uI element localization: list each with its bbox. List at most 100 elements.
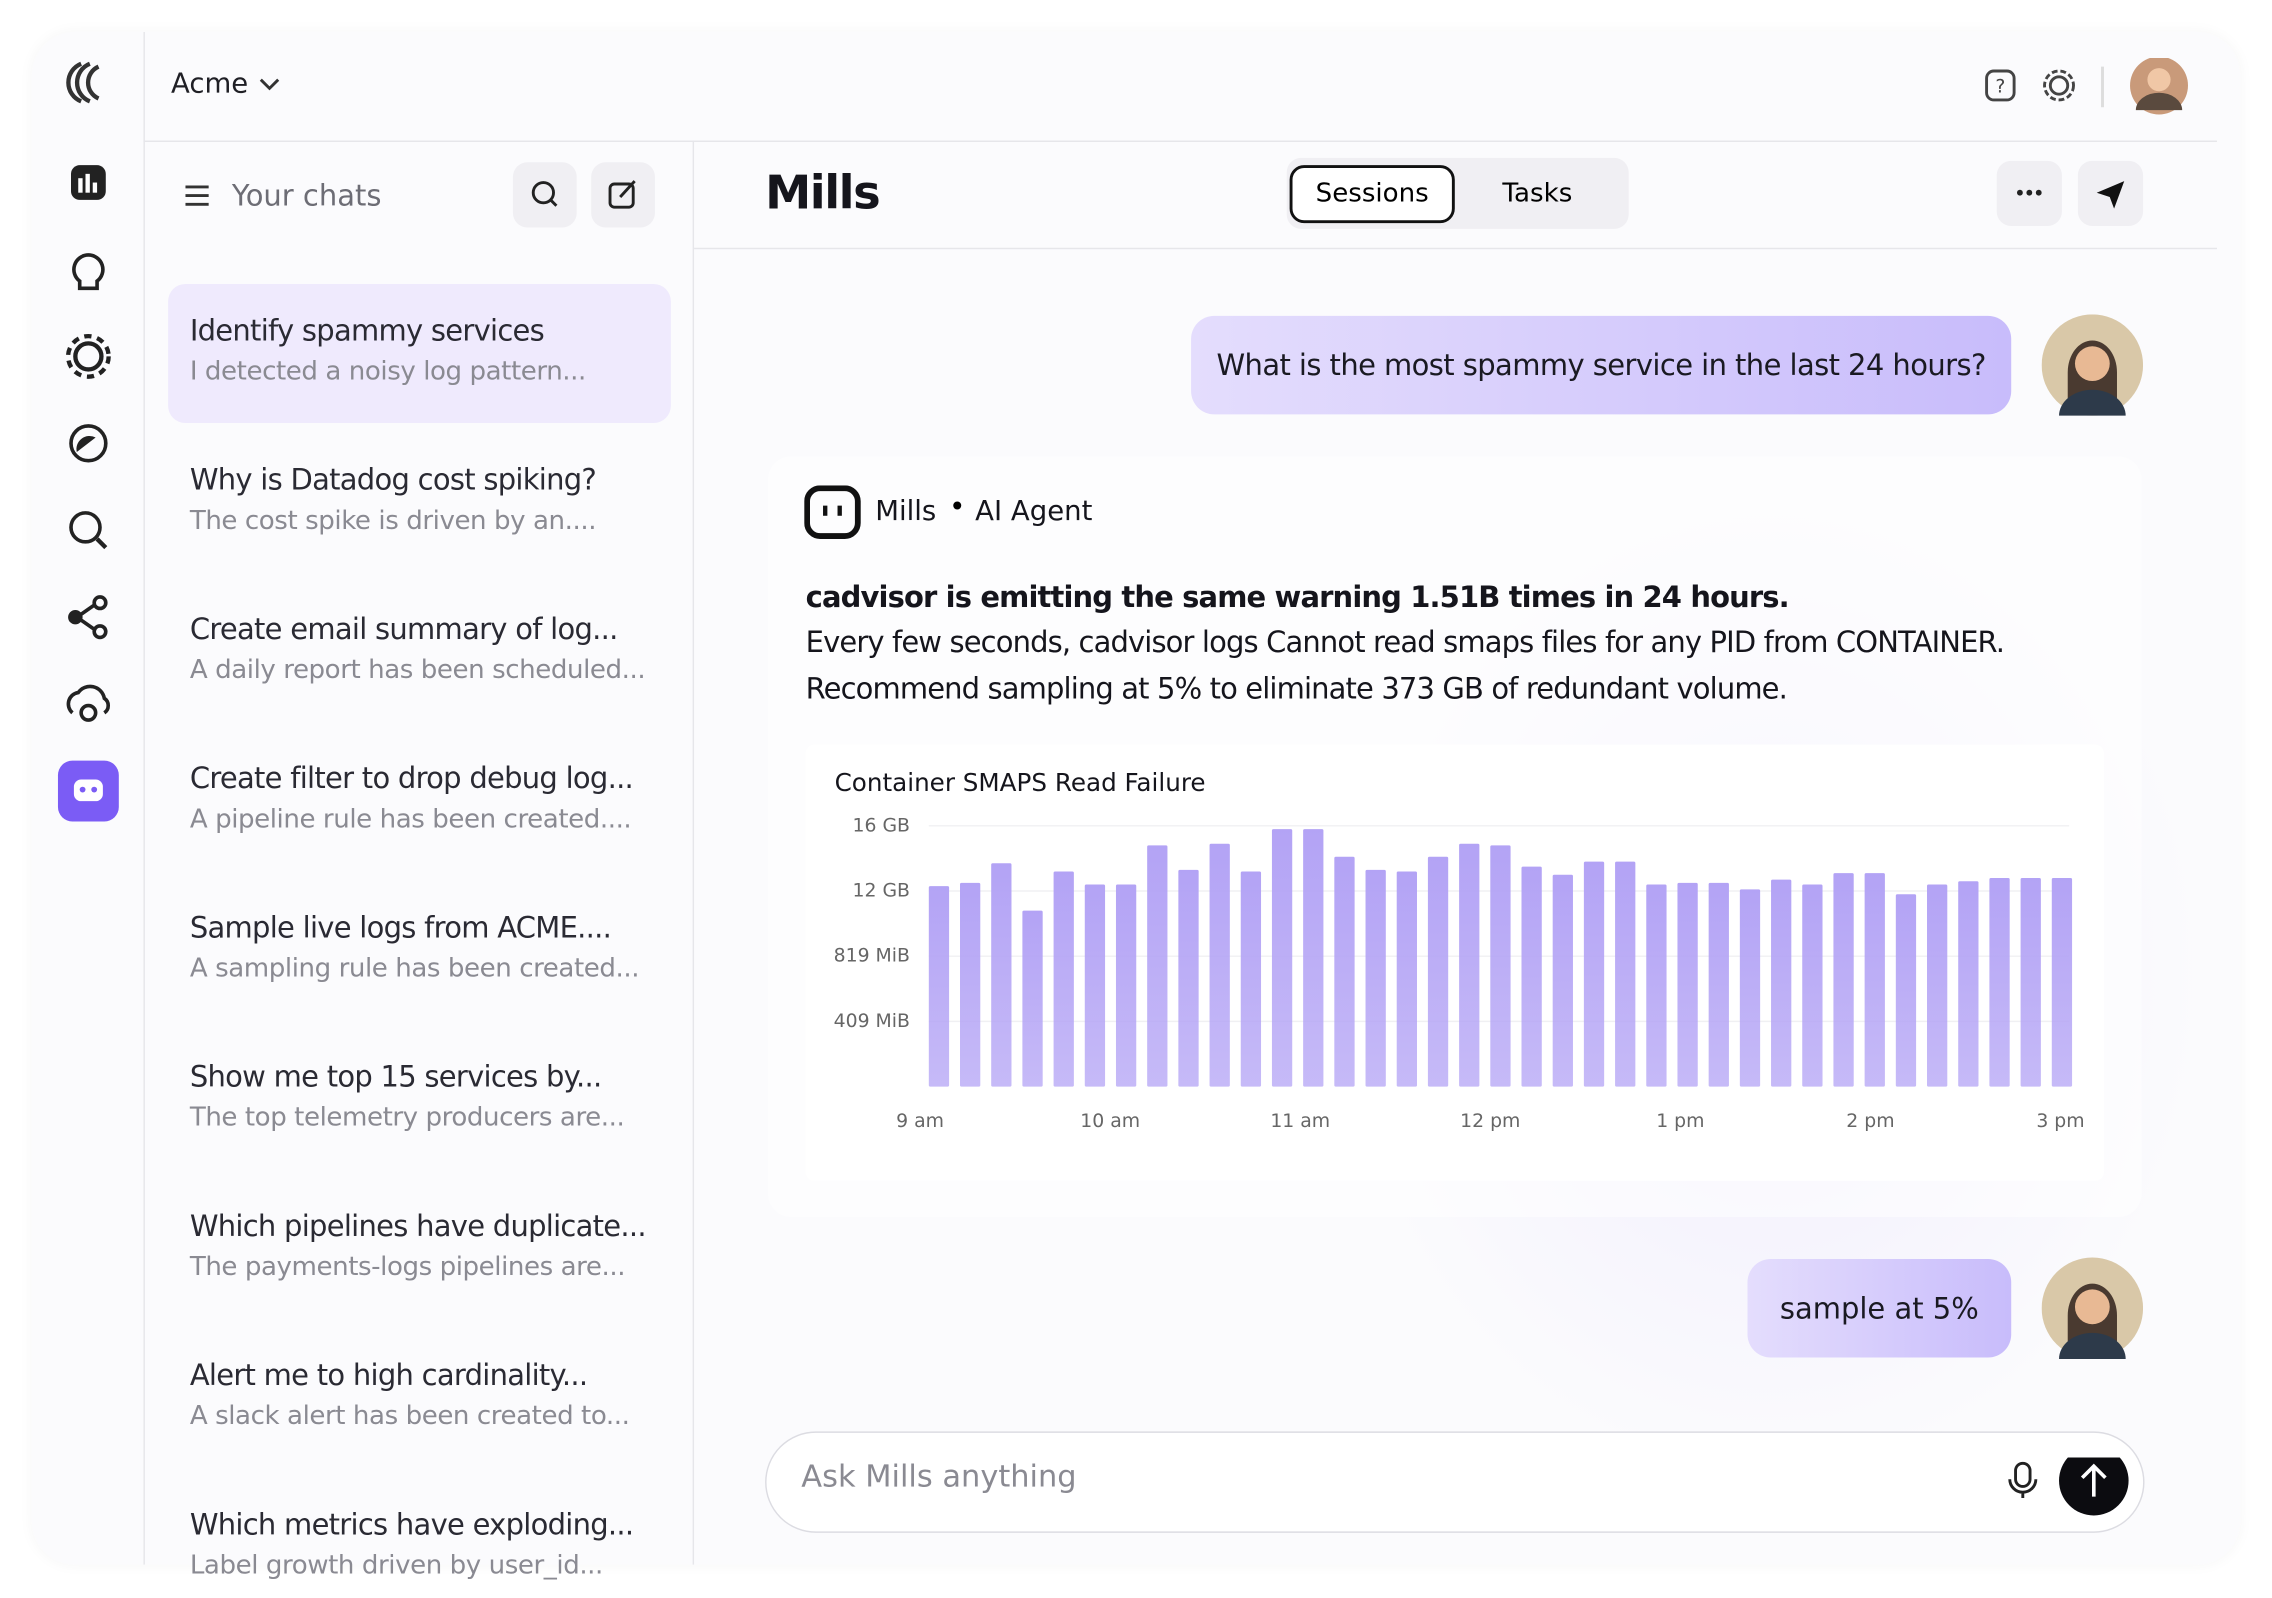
- chat-preview[interactable]: I detected a noisy log pattern...: [189, 356, 586, 387]
- response-line: Every few seconds, cadvisor logs Cannot …: [805, 624, 2005, 660]
- bar: [1521, 866, 1542, 1087]
- bar: [1365, 869, 1386, 1087]
- bar: [1771, 879, 1792, 1087]
- bar: [1583, 861, 1605, 1087]
- tab-sessions[interactable]: Sessions: [1289, 165, 1455, 224]
- workspace-name[interactable]: Acme: [170, 68, 249, 100]
- agent-role: AI Agent: [975, 495, 1093, 528]
- bar: [2020, 877, 2041, 1087]
- more-button[interactable]: [1996, 160, 2062, 227]
- chat-title[interactable]: Alert me to high cardinality...: [189, 1357, 588, 1393]
- user-reply: sample at 5%: [1747, 1259, 2012, 1358]
- chat-preview[interactable]: The payments-logs pipelines are...: [189, 1251, 626, 1283]
- user-avatar: [2041, 314, 2144, 416]
- bar: [1739, 889, 1761, 1087]
- agent-name: Mills: [875, 495, 937, 528]
- search-button[interactable]: [512, 162, 577, 228]
- chats-title: Your chats: [231, 178, 382, 213]
- chat-preview[interactable]: The cost spike is driven by an....: [189, 505, 597, 537]
- x-tick-label: 3 pm: [2036, 1111, 2084, 1132]
- bar: [1677, 882, 1698, 1087]
- bar: [1209, 843, 1230, 1087]
- svg-text:?: ?: [1995, 77, 2005, 98]
- bar: [1989, 877, 2010, 1087]
- response-line: cadvisor is emitting the same warning 1.…: [805, 579, 1790, 615]
- rail-divider: [143, 31, 145, 1565]
- user-avatar: [2041, 1257, 2144, 1359]
- chat-preview[interactable]: A pipeline rule has been created....: [189, 804, 632, 835]
- chat-title[interactable]: Create filter to drop debug log...: [189, 760, 634, 796]
- user-message: What is the most spammy service in the l…: [1191, 315, 2012, 415]
- chat-preview[interactable]: The top telemetry producers are...: [189, 1102, 625, 1133]
- bar: [1084, 884, 1106, 1087]
- chat-preview[interactable]: A daily report has been scheduled...: [189, 654, 646, 686]
- bar: [1927, 884, 1948, 1087]
- x-tick-label: 1 pm: [1656, 1111, 1704, 1132]
- chat-input[interactable]: [765, 1431, 2145, 1533]
- response-line: Recommend sampling at 5% to eliminate 37…: [805, 670, 1788, 706]
- x-tick-label: 12 pm: [1460, 1111, 1520, 1132]
- chat-title[interactable]: Show me top 15 services by...: [189, 1059, 602, 1094]
- tab-tasks[interactable]: Tasks: [1502, 178, 1573, 209]
- header-divider: [143, 140, 2217, 142]
- share-button[interactable]: [2077, 160, 2144, 227]
- chat-title[interactable]: Which metrics have exploding...: [189, 1506, 634, 1542]
- bar: [991, 863, 1012, 1087]
- input-actions[interactable]: [2005, 1457, 2135, 1529]
- agent-icon: [804, 485, 861, 539]
- bar: [928, 886, 950, 1087]
- separator-dot: •: [949, 491, 966, 524]
- bar: [1240, 871, 1262, 1087]
- bar: [1271, 829, 1293, 1087]
- workspace-chevron[interactable]: [258, 75, 281, 95]
- chart: Container SMAPS Read Failure 16 GB 12 GB 8…: [805, 744, 2104, 1181]
- bar: [1490, 845, 1511, 1087]
- x-tick-label: 10 am: [1080, 1111, 1140, 1132]
- bar: [1053, 871, 1074, 1087]
- bar: [1022, 910, 1043, 1087]
- bar: [1396, 871, 1418, 1087]
- chat-title[interactable]: Which pipelines have duplicate...: [189, 1208, 647, 1244]
- y-tick-label: 819 MiB: [834, 946, 910, 967]
- chart-title: Container SMAPS Read Failure: [835, 768, 1206, 797]
- chat-title[interactable]: Identify spammy services: [189, 312, 545, 348]
- bar: [1864, 873, 1885, 1087]
- bar: [960, 882, 981, 1087]
- bar: [1303, 829, 1324, 1087]
- x-tick-label: 2 pm: [1846, 1111, 1894, 1132]
- new-chat-button[interactable]: [591, 162, 655, 228]
- chat-preview[interactable]: A slack alert has been created to...: [189, 1400, 630, 1432]
- bar: [1459, 843, 1480, 1087]
- bar: [1115, 884, 1137, 1087]
- chat-preview[interactable]: A sampling rule has been created...: [189, 953, 640, 984]
- chat-title[interactable]: Sample live logs from ACME....: [189, 909, 612, 945]
- chat-title[interactable]: Create email summary of log...: [189, 611, 619, 647]
- bar: [1833, 873, 1854, 1087]
- y-tick-label: 409 MiB: [834, 1011, 910, 1032]
- bar: [1178, 869, 1199, 1087]
- bar: [1552, 874, 1573, 1087]
- panel-divider: [692, 140, 695, 1565]
- chat-preview[interactable]: Label growth driven by user_id...: [189, 1550, 604, 1581]
- bar: [2051, 877, 2073, 1087]
- bar: [1958, 881, 1979, 1087]
- bar: [1802, 884, 1823, 1087]
- input-placeholder[interactable]: Ask Mills anything: [801, 1458, 1077, 1494]
- y-tick-label: 12 GB: [853, 881, 910, 902]
- menu-icon[interactable]: [183, 181, 212, 210]
- active-chat-highlight: [168, 283, 671, 424]
- bar: [1427, 856, 1449, 1087]
- bar: [1334, 856, 1355, 1087]
- nav-rail: [57, 61, 119, 822]
- chat-title[interactable]: Why is Datadog cost spiking?: [189, 462, 597, 497]
- header-actions: ?: [1985, 57, 2188, 115]
- bar: [1615, 861, 1636, 1087]
- agent-title: Mills: [765, 165, 881, 221]
- x-tick-label: 9 am: [896, 1111, 944, 1132]
- main-divider: [694, 247, 2217, 250]
- y-tick-label: 16 GB: [853, 815, 910, 836]
- bar: [1147, 845, 1168, 1087]
- bar: [1708, 882, 1729, 1087]
